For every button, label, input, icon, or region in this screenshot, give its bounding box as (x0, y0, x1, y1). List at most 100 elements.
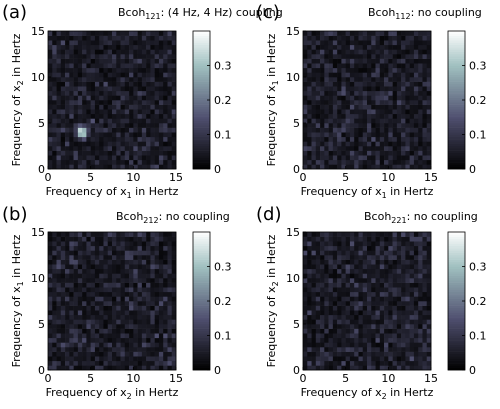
colorbar-step (193, 35, 210, 39)
heatmap-cell (103, 150, 109, 156)
heatmap-cell (120, 333, 126, 339)
heatmap-cell (307, 146, 312, 151)
heatmap-cell (337, 245, 342, 251)
heatmap-cell (388, 342, 393, 348)
heatmap-cell (367, 77, 372, 82)
heatmap-cell (163, 268, 168, 274)
heatmap-cell (124, 86, 130, 92)
heatmap-cell (167, 72, 173, 78)
heatmap-cell (158, 86, 164, 92)
heatmap-cell (337, 356, 342, 362)
heatmap-cell (150, 90, 155, 96)
heatmap-cell (422, 291, 428, 297)
heatmap-cell (426, 273, 432, 279)
heatmap-cell (358, 132, 364, 138)
heatmap-cell (375, 356, 381, 362)
heatmap-cell (418, 310, 423, 316)
heatmap-cell (124, 109, 130, 115)
heatmap-cells (48, 232, 177, 371)
heatmap-cell (52, 319, 57, 325)
heatmap-cell (354, 150, 359, 156)
heatmap-cell (379, 72, 385, 78)
heatmap-cell (354, 159, 359, 165)
heatmap-cell (401, 319, 406, 325)
heatmap-cell (103, 365, 109, 371)
heatmap-cell (48, 255, 53, 260)
heatmap-cell (315, 319, 321, 325)
heatmap-cell (349, 109, 355, 115)
heatmap-cell (141, 232, 147, 237)
heatmap-cell (154, 255, 160, 260)
heatmap-cell (52, 328, 57, 334)
heatmap-cell (379, 113, 385, 119)
colorbar-step (193, 88, 210, 92)
heatmap-cell (73, 324, 79, 329)
heatmap-cell (320, 132, 325, 138)
heatmap-cell (69, 109, 74, 115)
colorbar-step (448, 70, 465, 73)
heatmap-cell (426, 40, 432, 46)
heatmap-cell (401, 337, 406, 343)
heatmap-cell (48, 278, 53, 283)
heatmap-cell (345, 310, 351, 316)
heatmap-cell (332, 90, 338, 96)
heatmap-cell (69, 95, 74, 101)
heatmap-cell (107, 324, 113, 329)
heatmap-cell (99, 232, 104, 237)
heatmap-cell (392, 268, 398, 274)
heatmap-cell (52, 337, 57, 343)
heatmap-cell (150, 123, 155, 128)
heatmap-cell (94, 278, 100, 283)
heatmap-cell (409, 63, 415, 69)
colorbar-step (448, 294, 465, 297)
heatmap-cell (379, 305, 385, 311)
heatmap-cell (103, 67, 109, 73)
heatmap-cell (392, 259, 398, 265)
heatmap-cell (341, 40, 346, 46)
heatmap-cell (307, 356, 312, 362)
heatmap-cell (375, 365, 381, 371)
heatmap-cell (94, 245, 100, 251)
heatmap-cell (315, 63, 321, 69)
heatmap-cell (146, 245, 151, 251)
heatmap-cell (422, 118, 428, 124)
heatmap-cell (52, 296, 57, 302)
heatmap-cell (56, 72, 62, 78)
heatmap-cell (107, 146, 113, 151)
heatmap-cell (396, 259, 402, 265)
heatmap-cell (69, 159, 74, 165)
heatmap-cell (413, 347, 419, 352)
heatmap-cell (409, 296, 415, 302)
heatmap-cell (82, 268, 87, 274)
heatmap-cell (52, 365, 57, 371)
colorbar-step (448, 248, 465, 251)
heatmap-cell (307, 100, 312, 105)
heatmap-cell (384, 305, 389, 311)
heatmap-cell (154, 236, 160, 242)
heatmap-cell (77, 365, 83, 371)
heatmap-cell (129, 150, 134, 156)
heatmap-cell (56, 49, 62, 55)
heatmap-cell (426, 77, 432, 82)
heatmap-cell (307, 259, 312, 265)
heatmap-cell (171, 264, 177, 270)
heatmap-cell (354, 360, 359, 366)
heatmap-cell (401, 90, 406, 96)
heatmap-cell (65, 305, 70, 311)
heatmap-cell (379, 245, 385, 251)
heatmap-cell (120, 273, 126, 279)
heatmap-cell (116, 141, 121, 147)
heatmap-cell (384, 282, 389, 288)
heatmap-cell (112, 337, 117, 343)
heatmap-cell (158, 328, 164, 334)
colorbar-step (193, 109, 210, 112)
heatmap-cell (94, 264, 100, 270)
heatmap-cell (141, 236, 147, 242)
heatmap-cell (396, 136, 402, 142)
heatmap-cell (418, 232, 423, 237)
heatmap-cell (337, 333, 342, 339)
heatmap-cell (426, 54, 432, 59)
heatmap-cell (146, 314, 151, 320)
heatmap-cell (405, 146, 410, 151)
heatmap-cell (426, 278, 432, 283)
